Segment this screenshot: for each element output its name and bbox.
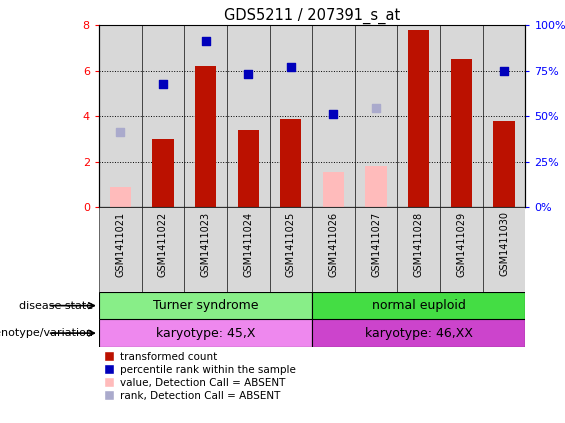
Point <box>286 64 295 71</box>
Text: GSM1411022: GSM1411022 <box>158 212 168 277</box>
Bar <box>355 207 397 292</box>
Bar <box>227 207 270 292</box>
Bar <box>483 25 525 207</box>
Bar <box>237 130 259 207</box>
Text: GSM1411025: GSM1411025 <box>286 212 296 277</box>
Point <box>116 129 125 136</box>
Bar <box>141 207 184 292</box>
Bar <box>398 207 440 292</box>
Bar <box>141 25 184 207</box>
Point <box>372 105 381 112</box>
Bar <box>270 207 312 292</box>
Text: karyotype: 45,X: karyotype: 45,X <box>156 327 255 340</box>
Text: disease state: disease state <box>19 301 93 310</box>
Bar <box>99 25 141 207</box>
Bar <box>270 25 312 207</box>
Bar <box>152 139 173 207</box>
Bar <box>366 166 387 207</box>
Bar <box>398 25 440 207</box>
Bar <box>280 118 302 207</box>
Text: GSM1411030: GSM1411030 <box>499 212 509 277</box>
Bar <box>227 25 270 207</box>
Bar <box>312 25 355 207</box>
Bar <box>408 30 429 207</box>
Text: GSM1411023: GSM1411023 <box>201 212 211 277</box>
Bar <box>99 207 141 292</box>
Point <box>158 81 167 88</box>
Point <box>329 111 338 118</box>
Text: normal euploid: normal euploid <box>372 299 466 312</box>
Text: GSM1411026: GSM1411026 <box>328 212 338 277</box>
Bar <box>110 187 131 207</box>
Bar <box>195 66 216 207</box>
Bar <box>440 207 483 292</box>
Text: genotype/variation: genotype/variation <box>0 328 93 338</box>
Legend: transformed count, percentile rank within the sample, value, Detection Call = AB: transformed count, percentile rank withi… <box>104 352 295 401</box>
Bar <box>99 292 312 319</box>
Bar <box>323 172 344 207</box>
Text: GSM1411024: GSM1411024 <box>243 212 253 277</box>
Text: GSM1411029: GSM1411029 <box>457 212 467 277</box>
Bar <box>312 292 525 319</box>
Title: GDS5211 / 207391_s_at: GDS5211 / 207391_s_at <box>224 8 400 24</box>
Bar <box>483 207 525 292</box>
Bar <box>312 319 525 347</box>
Bar <box>312 207 355 292</box>
Point <box>244 71 253 78</box>
Text: Turner syndrome: Turner syndrome <box>153 299 258 312</box>
Bar <box>184 25 227 207</box>
Point <box>201 38 210 45</box>
Bar <box>493 121 515 207</box>
Bar <box>184 207 227 292</box>
Text: GSM1411021: GSM1411021 <box>115 212 125 277</box>
Bar <box>440 25 483 207</box>
Text: GSM1411028: GSM1411028 <box>414 212 424 277</box>
Bar <box>451 60 472 207</box>
Bar <box>99 319 312 347</box>
Bar <box>355 25 397 207</box>
Point <box>499 68 508 74</box>
Text: karyotype: 46,XX: karyotype: 46,XX <box>365 327 473 340</box>
Text: GSM1411027: GSM1411027 <box>371 212 381 277</box>
